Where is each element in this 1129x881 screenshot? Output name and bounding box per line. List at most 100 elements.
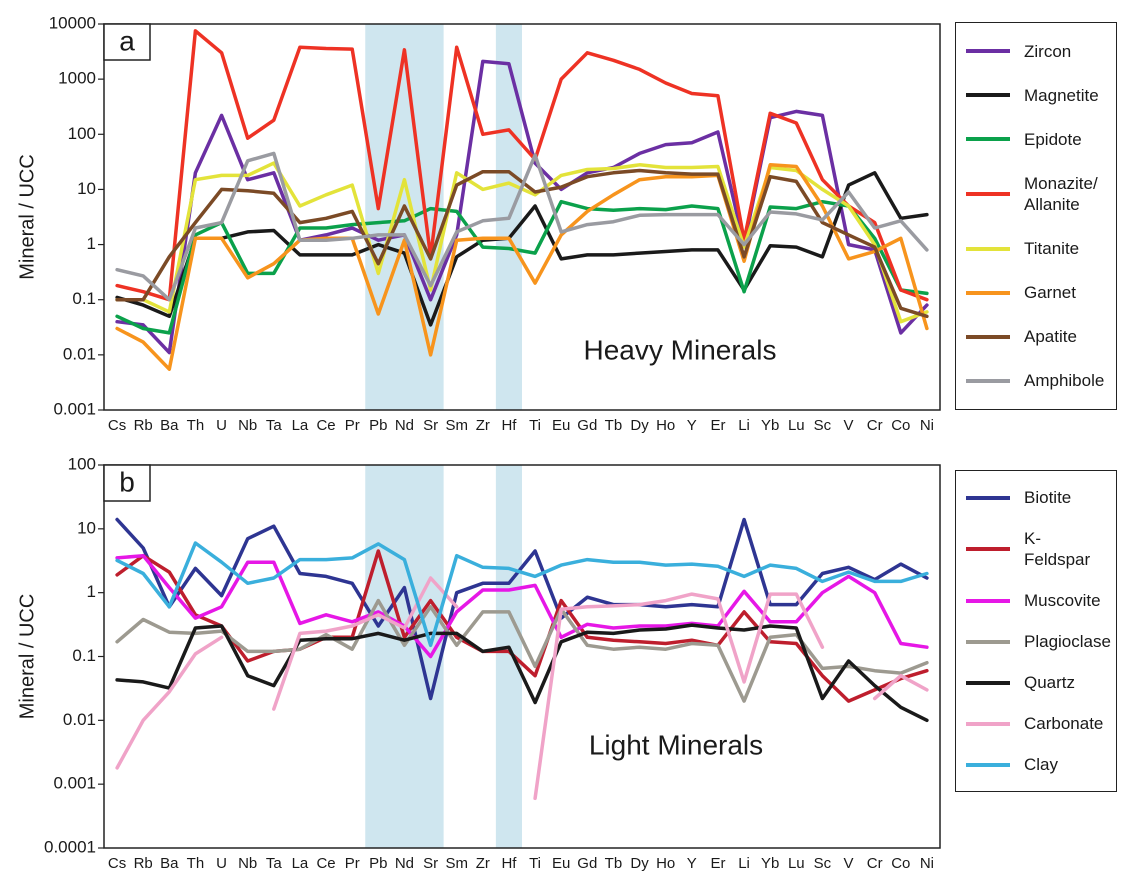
series-line <box>115 171 929 327</box>
panel-label-box <box>103 23 151 61</box>
plot-area <box>115 517 929 801</box>
series-line <box>115 29 929 302</box>
legend-label: Amphibole <box>1024 371 1105 391</box>
x-tick-label: Rb <box>134 855 153 872</box>
x-tick-label: U <box>216 855 227 872</box>
series-line <box>115 168 929 319</box>
series-line <box>115 517 929 701</box>
y-tick-label: 1 <box>87 582 96 601</box>
legend: Zircon Magnetite Epidote Monazite/ Allanite… <box>955 22 1117 410</box>
legend-label: Monazite/ Allanite <box>1024 173 1098 214</box>
x-tick-label: Yb <box>761 417 779 434</box>
x-tick-label: Pb <box>369 417 387 434</box>
x-tick-label: Zr <box>476 855 490 872</box>
x-tick-label: Ti <box>529 855 541 872</box>
x-tick-label: V <box>844 417 854 434</box>
x-tick-label: Y <box>687 855 697 872</box>
y-tick-label: 0.001 <box>53 774 96 793</box>
x-tick-label: Ta <box>266 417 283 434</box>
x-tick-label: Th <box>187 417 205 434</box>
legend-swatch <box>966 378 1010 383</box>
x-tick-label: Th <box>187 855 205 872</box>
plot-frame <box>103 464 941 849</box>
series-line <box>115 549 929 703</box>
legend-label: K-Feldspar <box>1024 529 1091 569</box>
legend-swatch <box>966 721 1010 726</box>
x-tick-label: Ho <box>656 855 675 872</box>
x-tick-label: Ho <box>656 417 675 434</box>
x-tick-label: Co <box>891 855 910 872</box>
legend-item: Quartz <box>966 672 1106 693</box>
x-tick-label: Li <box>738 855 750 872</box>
x-tick-label: Li <box>738 417 750 434</box>
x-tick-label: Hf <box>501 417 517 434</box>
x-tick-label: Lu <box>788 417 805 434</box>
annotation: Heavy Minerals <box>584 334 777 365</box>
legend-swatch <box>966 246 1010 251</box>
legend-swatch <box>966 680 1010 685</box>
x-tick-label: Ni <box>920 417 934 434</box>
panel-label-box <box>103 464 151 502</box>
x-tick-label: Co <box>891 417 910 434</box>
x-tick-label: Er <box>710 855 725 872</box>
legend-item: Epidote <box>966 129 1106 150</box>
plot-frame <box>103 23 941 411</box>
x-tick-label: Lu <box>788 855 805 872</box>
series-line <box>115 151 929 302</box>
y-axis-label: Mineral / UCC <box>16 594 38 720</box>
legend-label: Plagioclase <box>1024 632 1111 651</box>
x-tick-label: Tb <box>605 855 623 872</box>
legend-swatch <box>966 290 1010 295</box>
y-tick-label: 0.1 <box>72 646 96 665</box>
legend-label: Epidote <box>1024 129 1082 149</box>
legend-label: Garnet <box>1024 283 1076 303</box>
legend-item: Biotite <box>966 487 1106 508</box>
y-tick-label: 100 <box>68 124 96 143</box>
legend-swatch <box>966 334 1010 339</box>
series-line <box>115 163 929 371</box>
y-tick-label: 0.1 <box>72 289 96 308</box>
legend-item: Zircon <box>966 41 1106 62</box>
y-tick-label: 0.0001 <box>44 837 96 856</box>
legend-item: Titanite <box>966 238 1106 259</box>
legend-item: Magnetite <box>966 85 1106 106</box>
plot-area <box>115 29 929 371</box>
legend-item: Muscovite <box>966 590 1106 611</box>
x-tick-label: V <box>844 855 854 872</box>
legend-label: Muscovite <box>1024 591 1101 610</box>
x-tick-label: Cs <box>108 855 126 872</box>
x-tick-label: Cr <box>867 417 883 434</box>
legend-swatch <box>966 137 1010 142</box>
x-tick-label: Rb <box>134 417 153 434</box>
series-line <box>115 553 929 659</box>
x-tick-label: Nd <box>395 855 414 872</box>
legend-label: Zircon <box>1024 41 1072 61</box>
legend-label: Magnetite <box>1024 85 1099 105</box>
panel-label: b <box>119 466 135 497</box>
y-axis-label: Mineral / UCC <box>16 154 38 280</box>
y-tick-label: 1000 <box>58 69 96 88</box>
x-tick-label: Hf <box>501 855 517 872</box>
x-tick-label: Dy <box>630 417 649 434</box>
legend-item: Amphibole <box>966 370 1106 391</box>
x-tick-label: Sm <box>445 855 468 872</box>
x-tick-label: La <box>292 855 309 872</box>
x-tick-label: La <box>292 417 309 434</box>
legend-label: Apatite <box>1024 327 1077 347</box>
x-tick-label: Y <box>687 417 697 434</box>
y-tick-label: 10000 <box>49 13 96 32</box>
x-tick-label: Nb <box>238 417 257 434</box>
x-tick-label: Tb <box>605 417 623 434</box>
x-tick-label: Cs <box>108 417 126 434</box>
legend-item: Monazite/ Allanite <box>966 173 1106 215</box>
x-tick-label: Gd <box>577 855 597 872</box>
y-tick-label: 0.001 <box>53 399 96 418</box>
series-line <box>115 199 929 335</box>
x-tick-label: Pr <box>345 417 360 434</box>
x-tick-label: Sr <box>423 855 438 872</box>
y-tick-label: 10 <box>77 518 96 537</box>
legend-swatch <box>966 495 1010 500</box>
x-tick-label: Cr <box>867 855 883 872</box>
annotation: Light Minerals <box>589 729 763 760</box>
x-tick-label: Ba <box>160 855 179 872</box>
